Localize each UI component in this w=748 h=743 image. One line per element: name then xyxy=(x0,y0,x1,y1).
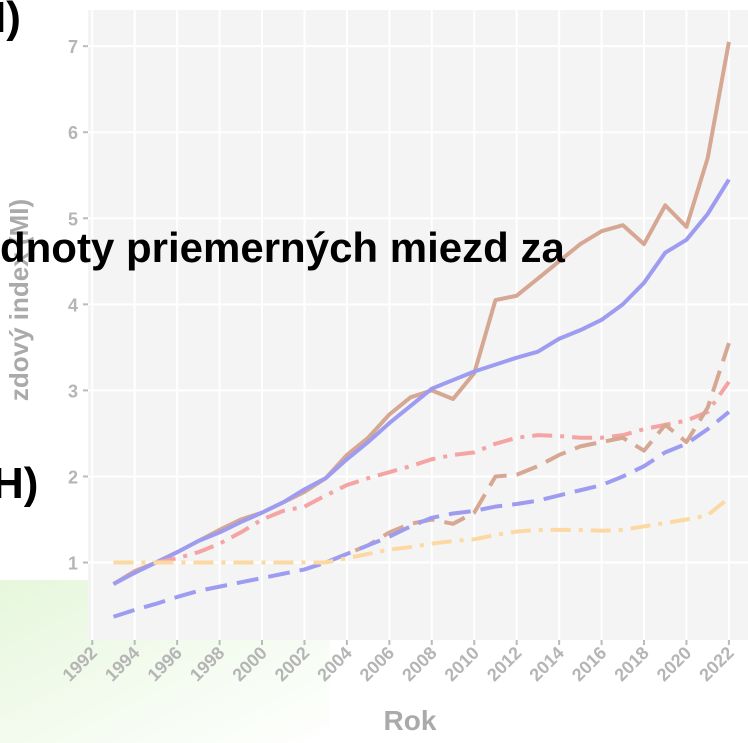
overlay-text: H) xyxy=(0,459,38,508)
overlay-text: I) xyxy=(0,0,21,42)
x-tick-label: 2008 xyxy=(398,643,440,685)
series-line xyxy=(113,496,731,565)
y-axis-label: zdový index (MI) xyxy=(4,199,34,401)
y-tick-label: 3 xyxy=(68,381,78,401)
y-tick-label: 4 xyxy=(68,295,78,315)
y-tick-label: 1 xyxy=(68,554,78,574)
overlay-text: dnoty priemerných miezd za xyxy=(0,224,565,271)
series-line xyxy=(112,178,731,586)
y-tick-label: 2 xyxy=(68,467,78,487)
x-tick-label: 2012 xyxy=(483,643,525,685)
y-tick-label: 7 xyxy=(68,37,78,57)
x-tick-label: 2006 xyxy=(356,643,398,685)
x-tick-label: 2010 xyxy=(441,643,483,685)
y-tick-label: 6 xyxy=(68,123,78,143)
series-line xyxy=(324,342,731,565)
x-tick-label: 2014 xyxy=(525,643,567,685)
x-tick-label: 2022 xyxy=(695,643,737,685)
x-axis-label: Rok xyxy=(384,705,437,736)
plot-background xyxy=(88,10,748,640)
x-tick-label: 2016 xyxy=(568,643,610,685)
series-line xyxy=(112,410,731,619)
y-tick-label: 5 xyxy=(68,209,78,229)
x-tick-label: 2020 xyxy=(653,643,695,685)
x-tick-label: 2018 xyxy=(610,643,652,685)
